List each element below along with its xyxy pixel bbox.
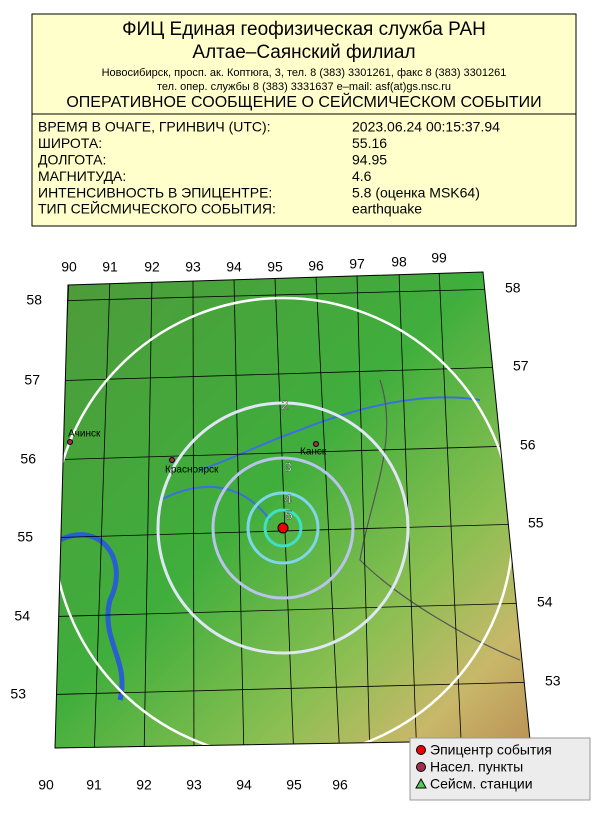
latitude-label: 58 xyxy=(26,292,42,308)
row-label: ТИП СЕЙСМИЧЕСКОГО СОБЫТИЯ: xyxy=(38,200,276,217)
legend-label: Насел. пункты xyxy=(430,759,523,775)
isoseismal-label: 3 xyxy=(284,459,291,474)
isoseismal xyxy=(211,456,355,600)
legend xyxy=(409,737,591,801)
map xyxy=(55,272,530,748)
parallel xyxy=(55,681,530,696)
isoseismal xyxy=(246,491,320,565)
longitude-label: 93 xyxy=(186,777,202,793)
latitude-label: 54 xyxy=(14,608,30,624)
subtitle: Алтае–Саянский филиал xyxy=(192,42,415,63)
city-label: Красноярск xyxy=(165,465,219,476)
table: ВРЕМЯ В ОЧАГЕ, ГРИНВИЧ (UTC): 2023.06.24 … xyxy=(38,119,500,217)
longitude-label: 93 xyxy=(185,259,201,275)
row-value: 2023.06.24 00:15:37.94 xyxy=(352,119,500,135)
parallel xyxy=(55,288,500,302)
report-title: ОПЕРАТИВНОЕ СООБЩЕНИЕ О СЕЙСМИЧЕСКОМ СОБ… xyxy=(66,92,541,111)
row-label: ИНТЕНСИВНОСТЬ В ЭПИЦЕНТРЕ: xyxy=(38,184,272,200)
longitude-label: 91 xyxy=(86,777,102,793)
latitude-label: 55 xyxy=(528,515,544,531)
city-label: Ачинск xyxy=(68,429,101,440)
meridian xyxy=(315,276,341,748)
row-label: ШИРОТА: xyxy=(38,135,102,151)
legend-epicenter xyxy=(416,745,426,755)
row-value: 4.6 xyxy=(352,168,372,184)
row-value: 55.16 xyxy=(352,135,387,151)
latitude-label: 54 xyxy=(537,594,553,610)
isoseismal-label: 5 xyxy=(285,507,292,522)
longitude-label: 99 xyxy=(431,250,447,266)
legend-city xyxy=(416,762,426,772)
city-label: Канск xyxy=(300,447,327,458)
longitude-label: 95 xyxy=(286,777,302,793)
parallel xyxy=(55,602,530,618)
river xyxy=(199,396,481,471)
latitude-label: 57 xyxy=(513,358,529,374)
latitude-label: 55 xyxy=(17,529,33,545)
river xyxy=(159,485,271,521)
longitude-label: 91 xyxy=(102,259,118,275)
city-marker xyxy=(67,439,73,445)
latitude-label: 53 xyxy=(10,686,26,702)
longitude-label: 95 xyxy=(267,259,283,275)
latitude-label: 53 xyxy=(545,673,561,689)
isoseismal xyxy=(263,508,303,548)
meridian xyxy=(93,277,111,748)
latitude-label: 57 xyxy=(24,372,40,388)
longitude-label: 92 xyxy=(136,777,152,793)
latitude-label: 58 xyxy=(505,280,521,296)
parallel xyxy=(55,366,508,382)
parallel xyxy=(55,445,515,461)
row-value: earthquake xyxy=(352,201,422,217)
border xyxy=(359,379,521,661)
legend-label: Сейсм. станции xyxy=(430,776,533,792)
longitude-label: 94 xyxy=(236,777,252,793)
longitude-label: 90 xyxy=(61,259,77,275)
row-value: 94.95 xyxy=(352,152,387,168)
epicenter xyxy=(277,522,289,534)
meridian xyxy=(356,274,371,748)
meridian xyxy=(192,277,195,748)
city-marker xyxy=(313,441,319,447)
city-marker xyxy=(169,457,175,463)
longitude-label: 97 xyxy=(349,256,365,272)
row-label: МАГНИТУДА: xyxy=(38,168,126,184)
legend-station xyxy=(415,777,427,789)
address: Новосибирск, просп. ак. Коптюга, 3, тел.… xyxy=(102,67,507,79)
latitude-label: 56 xyxy=(520,437,536,453)
longitude-label: 96 xyxy=(308,258,324,274)
row-label: ДОЛГОТА: xyxy=(38,152,106,168)
longitude-label: 90 xyxy=(38,777,54,793)
header-box xyxy=(31,13,577,227)
latitude-label: 56 xyxy=(20,451,36,467)
row-value: 5.8 (оценка MSK64) xyxy=(352,184,480,200)
row-label: ВРЕМЯ В ОЧАГЕ, ГРИНВИЧ (UTC): xyxy=(38,119,271,135)
isoseismal-label: 4 xyxy=(284,491,291,506)
meridian xyxy=(143,277,153,748)
contact: тел. опер. службы 8 (383) 3331637 e–mail… xyxy=(157,81,451,93)
longitude-label: 92 xyxy=(144,259,160,275)
title: ФИЦ Единая геофизическая служба РАН xyxy=(122,19,486,40)
longitude-label: 98 xyxy=(391,254,407,270)
longitude-label: 94 xyxy=(226,259,242,275)
isoseismal-label: 2 xyxy=(281,397,288,412)
legend-label: Эпицентр события xyxy=(430,742,552,758)
meridian xyxy=(274,277,295,748)
meridian xyxy=(233,277,245,748)
isoseismal xyxy=(156,401,410,655)
longitude-label: 96 xyxy=(332,777,348,793)
